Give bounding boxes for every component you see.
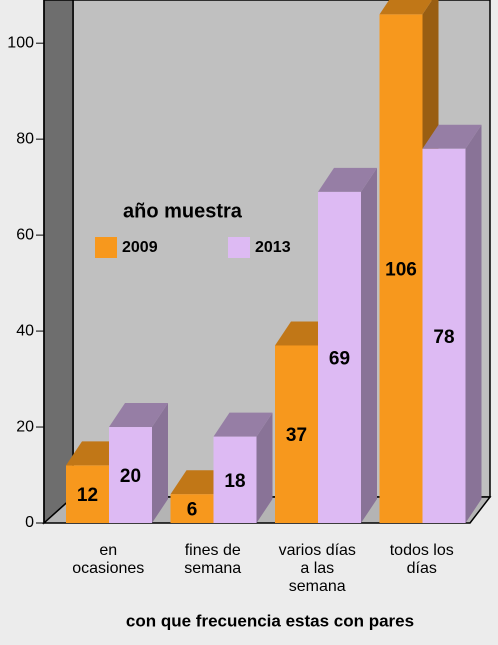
x-tick-line: días: [407, 560, 437, 577]
left-wall: [43, 0, 74, 525]
legend-label: 2013: [255, 239, 291, 256]
bar-side: [152, 403, 168, 523]
x-tick-line: varios días: [279, 542, 356, 559]
x-axis-title: con que frecuencia estas con pares: [126, 611, 414, 630]
value-label: 18: [224, 471, 245, 492]
x-tick-line: en: [99, 542, 117, 559]
value-label: 6: [187, 500, 198, 521]
y-tick-label: 0: [25, 514, 34, 531]
bar: [318, 191, 361, 523]
x-tick-line: ocasiones: [72, 560, 144, 577]
value-label: 20: [120, 466, 141, 487]
x-tick-line: fines de: [185, 542, 241, 559]
bar: [422, 148, 466, 524]
x-tick-line: semana: [289, 578, 346, 595]
legend-swatch: [228, 237, 250, 258]
value-label: 12: [77, 485, 98, 506]
bar-top: [422, 124, 482, 149]
y-tick-label: 60: [16, 226, 34, 243]
bar-top: [318, 167, 377, 192]
bar-top: [379, 0, 433, 15]
x-tick-label: todos los días: [390, 542, 454, 577]
bar-side: [256, 412, 273, 523]
value-label: 37: [286, 425, 307, 446]
bar-top: [109, 403, 168, 428]
y-tick-label: 80: [16, 130, 34, 147]
bar-top: [213, 412, 273, 437]
bar-side: [361, 167, 377, 523]
bar: [213, 436, 257, 523]
legend-label: 2009: [122, 239, 158, 256]
y-tick-label: 100: [7, 34, 34, 51]
bar-side: [465, 124, 482, 524]
x-tick-label: en ocasiones: [72, 542, 144, 577]
x-tick-line: todos los: [390, 542, 454, 559]
bar: [379, 14, 423, 523]
legend-title: año muestra: [123, 200, 243, 222]
bar: [170, 494, 214, 523]
legend-swatch: [95, 237, 117, 258]
y-tick-label: 20: [16, 418, 34, 435]
bar: [109, 427, 152, 523]
value-label: 106: [385, 260, 417, 281]
x-tick-label: varios días a las semana: [279, 542, 356, 595]
value-label: 78: [433, 327, 454, 348]
x-tick-label: fines de semana: [184, 542, 241, 577]
x-tick-line: a las: [300, 560, 334, 577]
x-tick-line: semana: [184, 560, 241, 577]
value-label: 69: [329, 348, 350, 369]
bar: [66, 465, 109, 523]
y-tick-label: 40: [16, 322, 34, 339]
bar: [275, 345, 318, 523]
